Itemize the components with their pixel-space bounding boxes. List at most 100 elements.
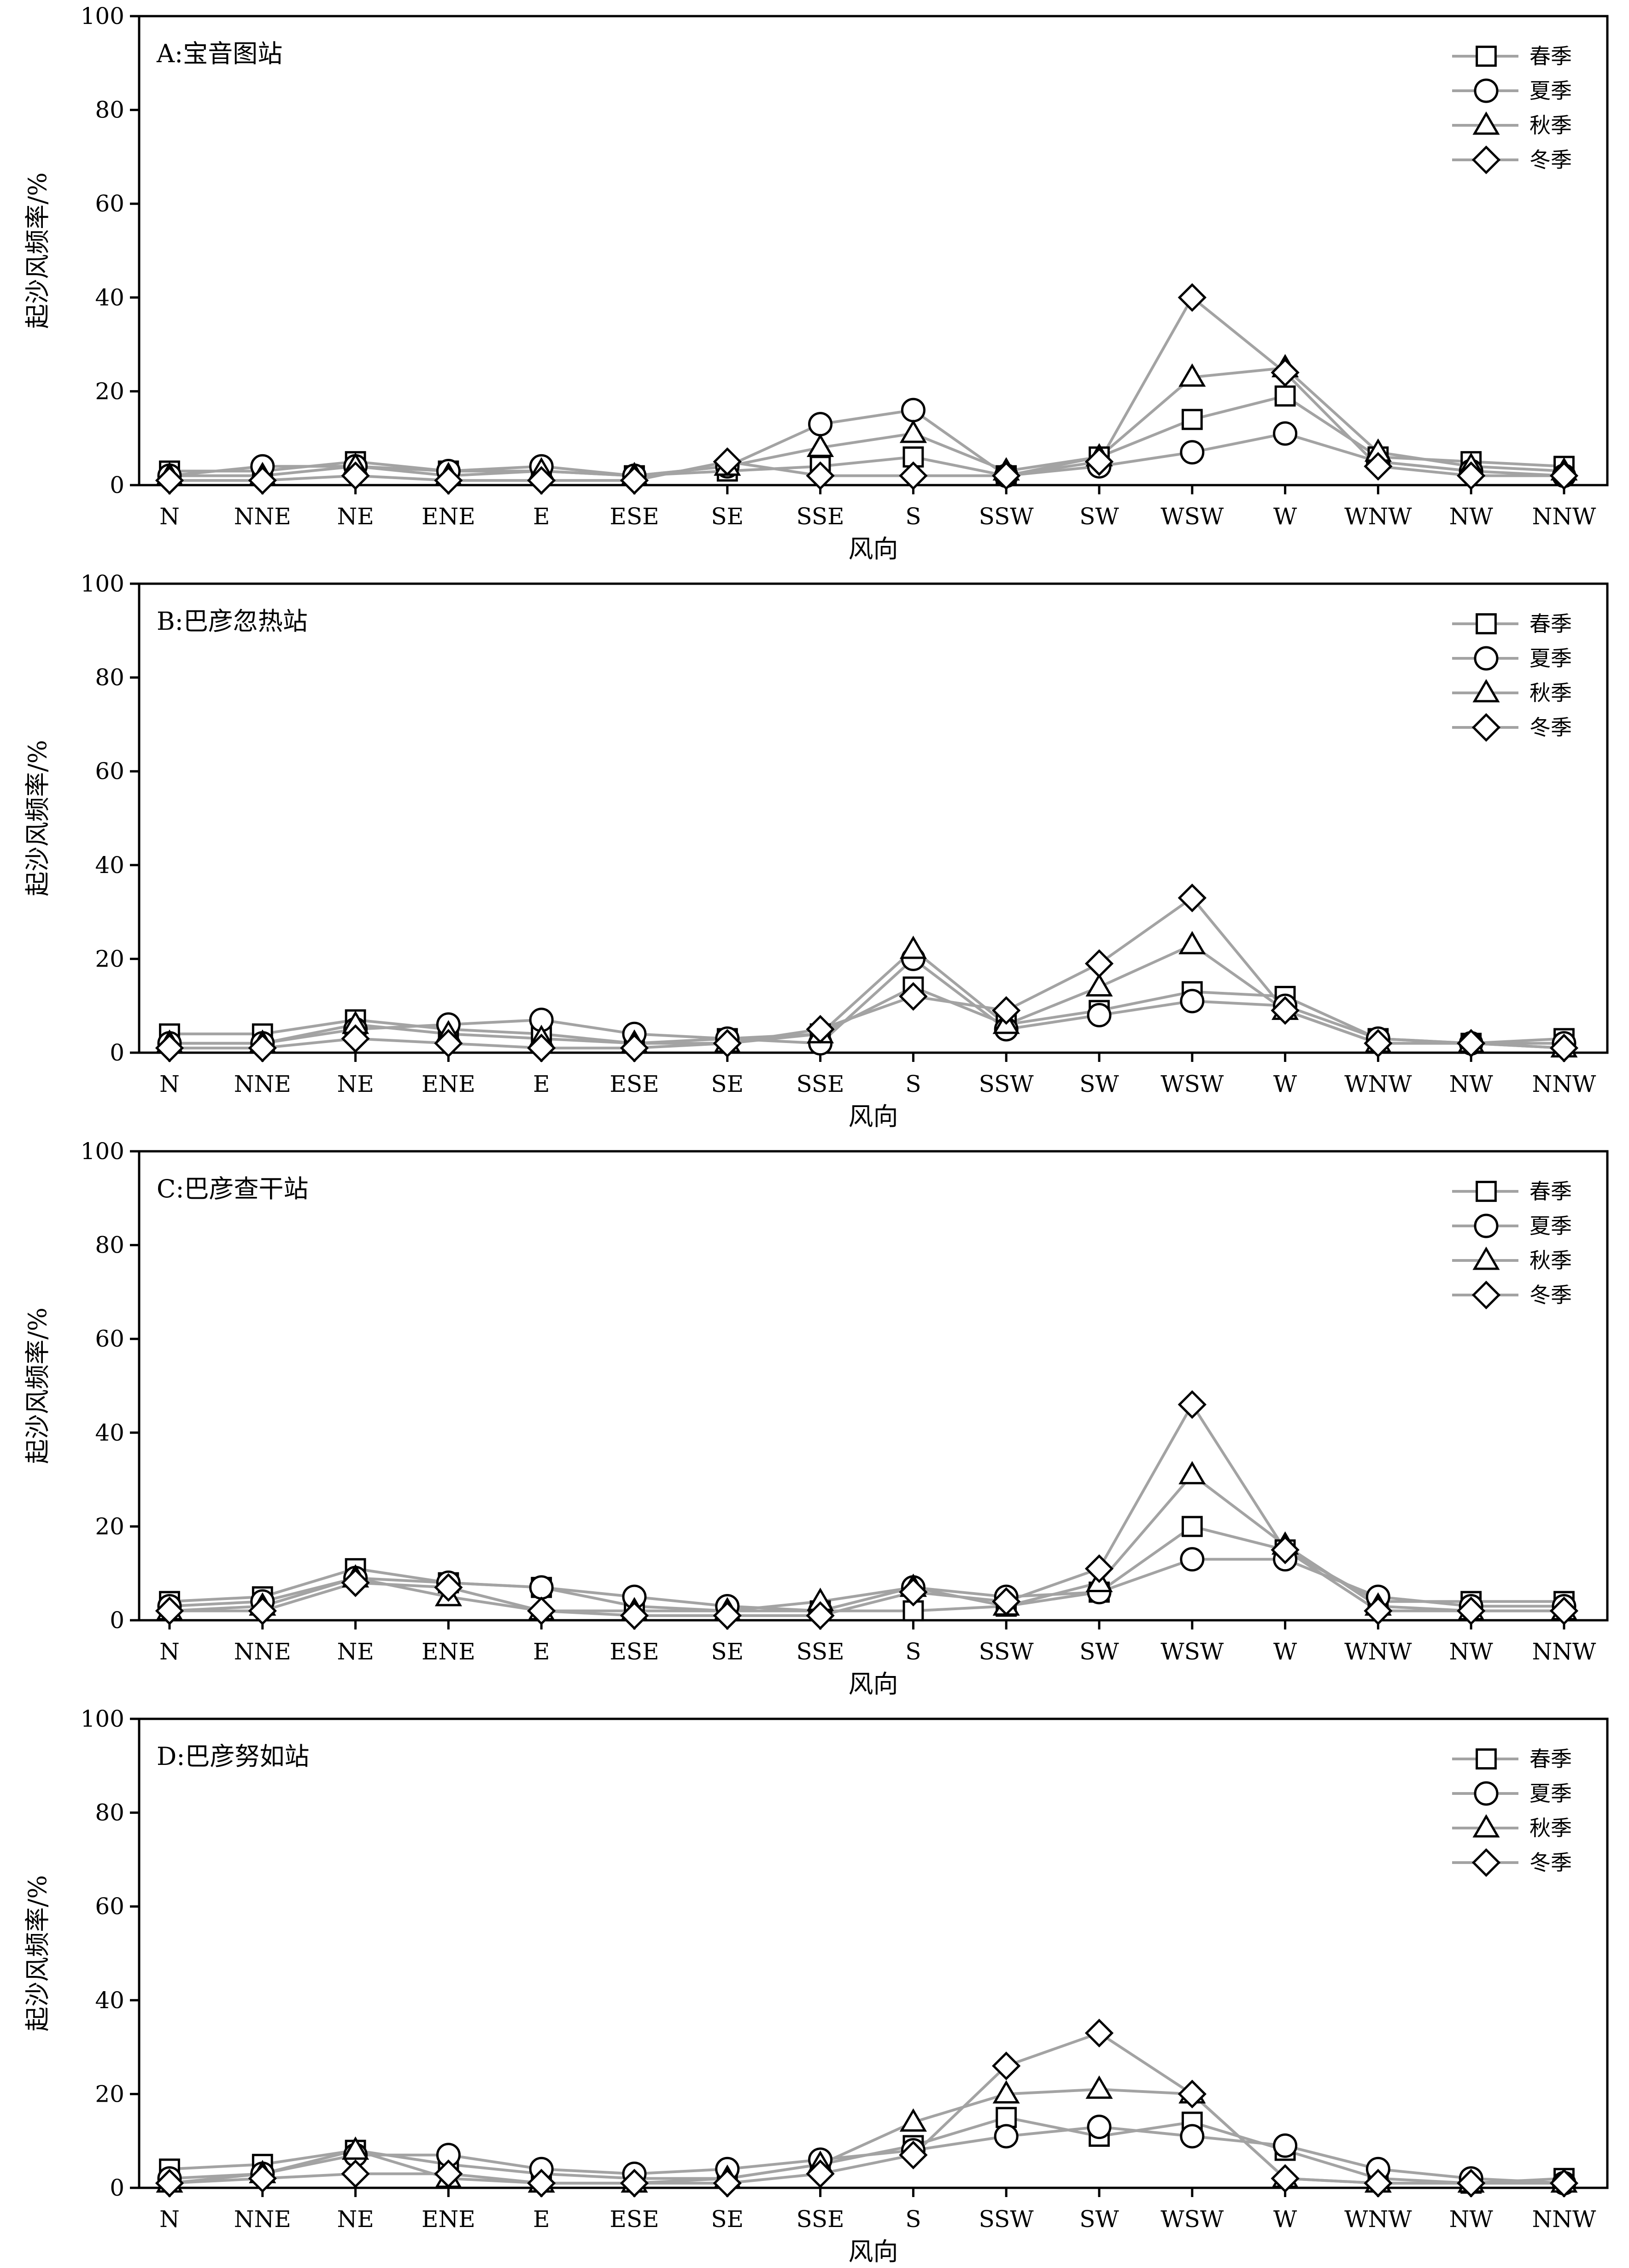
data-point <box>1364 452 1393 481</box>
panel-title: D:巴彦努如站 <box>157 1742 310 1771</box>
data-point <box>620 1033 649 1062</box>
data-point <box>1457 461 1486 490</box>
data-point <box>527 466 556 495</box>
data-point <box>342 2136 369 2160</box>
series-line <box>170 1403 1564 1617</box>
legend-label: 夏季 <box>1529 1781 1572 1806</box>
x-tick-label: NNW <box>1532 1638 1597 1665</box>
data-point <box>155 1033 184 1062</box>
data-point <box>1178 2080 1207 2109</box>
y-tick-label: 100 <box>81 1138 124 1165</box>
series-line <box>170 957 1564 1045</box>
data-point <box>248 1596 277 1625</box>
y-axis-label: 起沙风频率/% <box>23 740 52 897</box>
plot-frame <box>138 15 1609 486</box>
x-tick-label: W <box>1273 2206 1297 2233</box>
data-point <box>527 1596 556 1625</box>
data-point <box>992 996 1021 1025</box>
x-tick-label: NNW <box>1532 1071 1597 1097</box>
x-tick-label: SSW <box>979 1638 1034 1665</box>
y-tick-label: 40 <box>95 1987 124 2014</box>
series-line <box>169 2088 1564 2185</box>
legend-marker <box>1474 1781 1499 1806</box>
data-point <box>992 2051 1021 2080</box>
series-line <box>169 1558 1564 1612</box>
data-point <box>1180 2124 1205 2149</box>
data-point <box>341 1568 370 1597</box>
legend-label: 冬季 <box>1529 715 1572 740</box>
data-point <box>806 2159 835 2188</box>
x-tick-label: SE <box>711 2206 744 2233</box>
y-axis-label: 起沙风频率/% <box>23 1307 52 1464</box>
x-tick-label: N <box>159 2206 180 2233</box>
legend-marker <box>1472 1246 1500 1270</box>
data-point <box>155 466 184 495</box>
x-tick-label: SW <box>1079 503 1119 530</box>
data-point <box>434 1573 463 1602</box>
data-point <box>155 1596 184 1625</box>
x-tick-label: E <box>533 1071 550 1097</box>
y-tick-label: 20 <box>95 378 124 404</box>
x-tick-label: NE <box>337 1071 374 1097</box>
legend-label: 春季 <box>1529 1179 1572 1204</box>
data-point <box>1084 447 1114 476</box>
legend-marker <box>1471 1280 1501 1310</box>
series-line <box>170 985 1565 1045</box>
x-tick-label: NW <box>1449 1071 1494 1097</box>
x-tick-label: SSW <box>979 2206 1034 2233</box>
data-point <box>1271 1535 1300 1565</box>
x-tick-label: ENE <box>422 503 475 530</box>
x-tick-label: WNW <box>1344 503 1412 530</box>
y-tick-label: 0 <box>110 1607 124 1634</box>
data-point <box>341 2159 370 2188</box>
data-point <box>529 1575 554 1600</box>
data-point <box>1178 363 1206 387</box>
x-tick-label: ESE <box>609 1638 659 1665</box>
data-point <box>1181 1516 1203 1537</box>
data-point <box>1178 931 1206 955</box>
y-tick-label: 80 <box>95 664 124 691</box>
legend-marker <box>1476 1748 1497 1770</box>
x-tick-label: E <box>533 1638 550 1665</box>
data-point <box>341 461 370 490</box>
legend-label: 冬季 <box>1529 1283 1572 1307</box>
x-tick-label: S <box>905 503 921 530</box>
legend-marker <box>1476 1181 1497 1202</box>
legend-label: 春季 <box>1529 611 1572 636</box>
y-axis-label: 起沙风频率/% <box>23 1875 52 2032</box>
data-point <box>1457 1029 1486 1058</box>
y-tick-label: 100 <box>81 3 124 29</box>
data-point <box>901 398 926 422</box>
x-tick-label: SSE <box>797 1071 844 1097</box>
legend-label: 秋季 <box>1529 1248 1572 1273</box>
x-tick-label: SE <box>711 503 744 530</box>
data-point <box>713 447 742 476</box>
x-tick-label: N <box>159 1638 180 1665</box>
series-line <box>170 897 1565 1049</box>
chart-panel: 0 20 40 60 80 100 N NNE NE ENE E ESE SE SSE S SSW SW WSW W… <box>23 570 1609 1131</box>
data-point <box>899 2108 927 2132</box>
data-point <box>1084 1554 1114 1583</box>
legend-marker <box>1476 613 1497 634</box>
x-tick-label: WSW <box>1160 503 1224 530</box>
data-point <box>713 1029 742 1058</box>
data-point <box>992 461 1021 490</box>
data-point <box>248 466 277 495</box>
legend-label: 夏季 <box>1529 78 1572 103</box>
x-tick-label: E <box>533 503 550 530</box>
x-tick-label: SW <box>1079 2206 1119 2233</box>
x-tick-label: N <box>159 503 180 530</box>
legend-label: 冬季 <box>1529 1850 1572 1875</box>
legend-label: 秋季 <box>1529 680 1572 705</box>
x-tick-label: ESE <box>609 1071 659 1097</box>
legend-label: 春季 <box>1529 1746 1572 1771</box>
data-point <box>713 2168 742 2198</box>
y-tick-label: 80 <box>95 1799 124 1826</box>
y-tick-label: 60 <box>95 1325 124 1352</box>
legend-label: 春季 <box>1529 44 1572 69</box>
x-tick-label: W <box>1273 1638 1297 1665</box>
legend-marker <box>1474 78 1499 103</box>
data-point <box>1178 1390 1207 1419</box>
data-point <box>1271 358 1300 387</box>
data-point <box>899 419 927 443</box>
